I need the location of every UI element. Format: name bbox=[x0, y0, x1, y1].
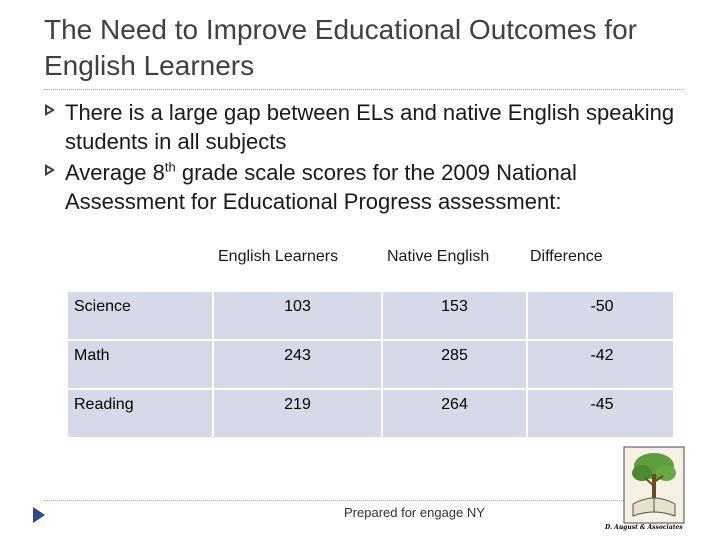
bullet-icon bbox=[45, 164, 55, 176]
bullet-text: There is a large gap between ELs and nat… bbox=[65, 100, 675, 154]
difference-cell: -45 bbox=[526, 388, 675, 439]
table-row: Math 243 285 -42 bbox=[66, 339, 675, 390]
difference-cell: -42 bbox=[526, 339, 675, 390]
tree-logo-icon bbox=[623, 446, 685, 524]
english-learners-cell: 219 bbox=[212, 388, 383, 439]
bullet-icon bbox=[45, 104, 55, 116]
header-english-learners: English Learners bbox=[218, 248, 339, 265]
bullet-item: Average 8th grade scale scores for the 2… bbox=[44, 158, 694, 216]
bullet-text-after: grade scale scores for the 2009 National… bbox=[65, 160, 577, 214]
title-divider bbox=[44, 89, 684, 90]
native-english-cell: 264 bbox=[381, 388, 528, 439]
native-english-cell: 153 bbox=[381, 290, 528, 341]
subject-cell: Reading bbox=[66, 388, 214, 439]
bullet-list: There is a large gap between ELs and nat… bbox=[44, 98, 694, 218]
header-native-english: Native English bbox=[387, 248, 490, 265]
bullet-item: There is a large gap between ELs and nat… bbox=[44, 98, 694, 156]
header-difference: Difference bbox=[530, 248, 603, 265]
difference-cell: -50 bbox=[526, 290, 675, 341]
footer-text: Prepared for engage NY bbox=[344, 505, 485, 520]
subject-cell: Science bbox=[66, 290, 214, 341]
table-row: Reading 219 264 -45 bbox=[66, 388, 675, 439]
scores-table: Science 103 153 -50 Math 243 285 -42 Rea… bbox=[66, 290, 675, 439]
english-learners-cell: 243 bbox=[212, 339, 383, 390]
bullet-text-before: Average 8 bbox=[65, 160, 165, 185]
logo-caption: D. August & Associates bbox=[605, 524, 683, 531]
slide-title: The Need to Improve Educational Outcomes… bbox=[44, 14, 637, 81]
nav-arrow-icon[interactable] bbox=[32, 506, 46, 524]
bullet-superscript: th bbox=[164, 159, 176, 175]
english-learners-cell: 103 bbox=[212, 290, 383, 341]
table-row: Science 103 153 -50 bbox=[66, 290, 675, 341]
native-english-cell: 285 bbox=[381, 339, 528, 390]
subject-cell: Math bbox=[66, 339, 214, 390]
footer-divider bbox=[44, 500, 684, 501]
